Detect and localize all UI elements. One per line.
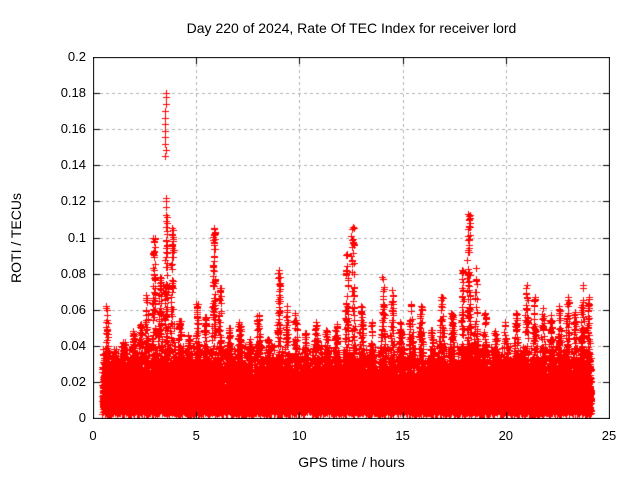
x-tick-label-5: 5 [192, 428, 200, 443]
y-tick-label-0.02: 0.02 [60, 373, 86, 389]
y-tick-label-0.08: 0.08 [60, 265, 86, 281]
y-tick-label-0.06: 0.06 [60, 301, 86, 317]
y-tick-label-0: 0 [78, 410, 86, 425]
plot-area [93, 57, 610, 419]
x-tick-label-25: 25 [601, 428, 617, 443]
y-tick-label-0.18: 0.18 [60, 85, 86, 101]
y-tick-label-0.14: 0.14 [60, 157, 86, 173]
x-axis-title: GPS time / hours [298, 454, 405, 470]
y-tick-label-0.12: 0.12 [60, 193, 86, 209]
x-tick-label-20: 20 [498, 428, 514, 443]
x-tick-label-0: 0 [89, 428, 97, 443]
x-tick-label-10: 10 [292, 428, 307, 443]
y-tick-label-0.04: 0.04 [60, 337, 86, 353]
y-tick-label-0.16: 0.16 [60, 121, 86, 137]
x-tick-label-15: 15 [395, 428, 410, 443]
y-tick-label-0.2: 0.2 [67, 49, 86, 64]
y-tick-label-0.1: 0.1 [67, 229, 86, 245]
chart-title: Day 220 of 2024, Rate Of TEC Index for r… [186, 20, 517, 36]
